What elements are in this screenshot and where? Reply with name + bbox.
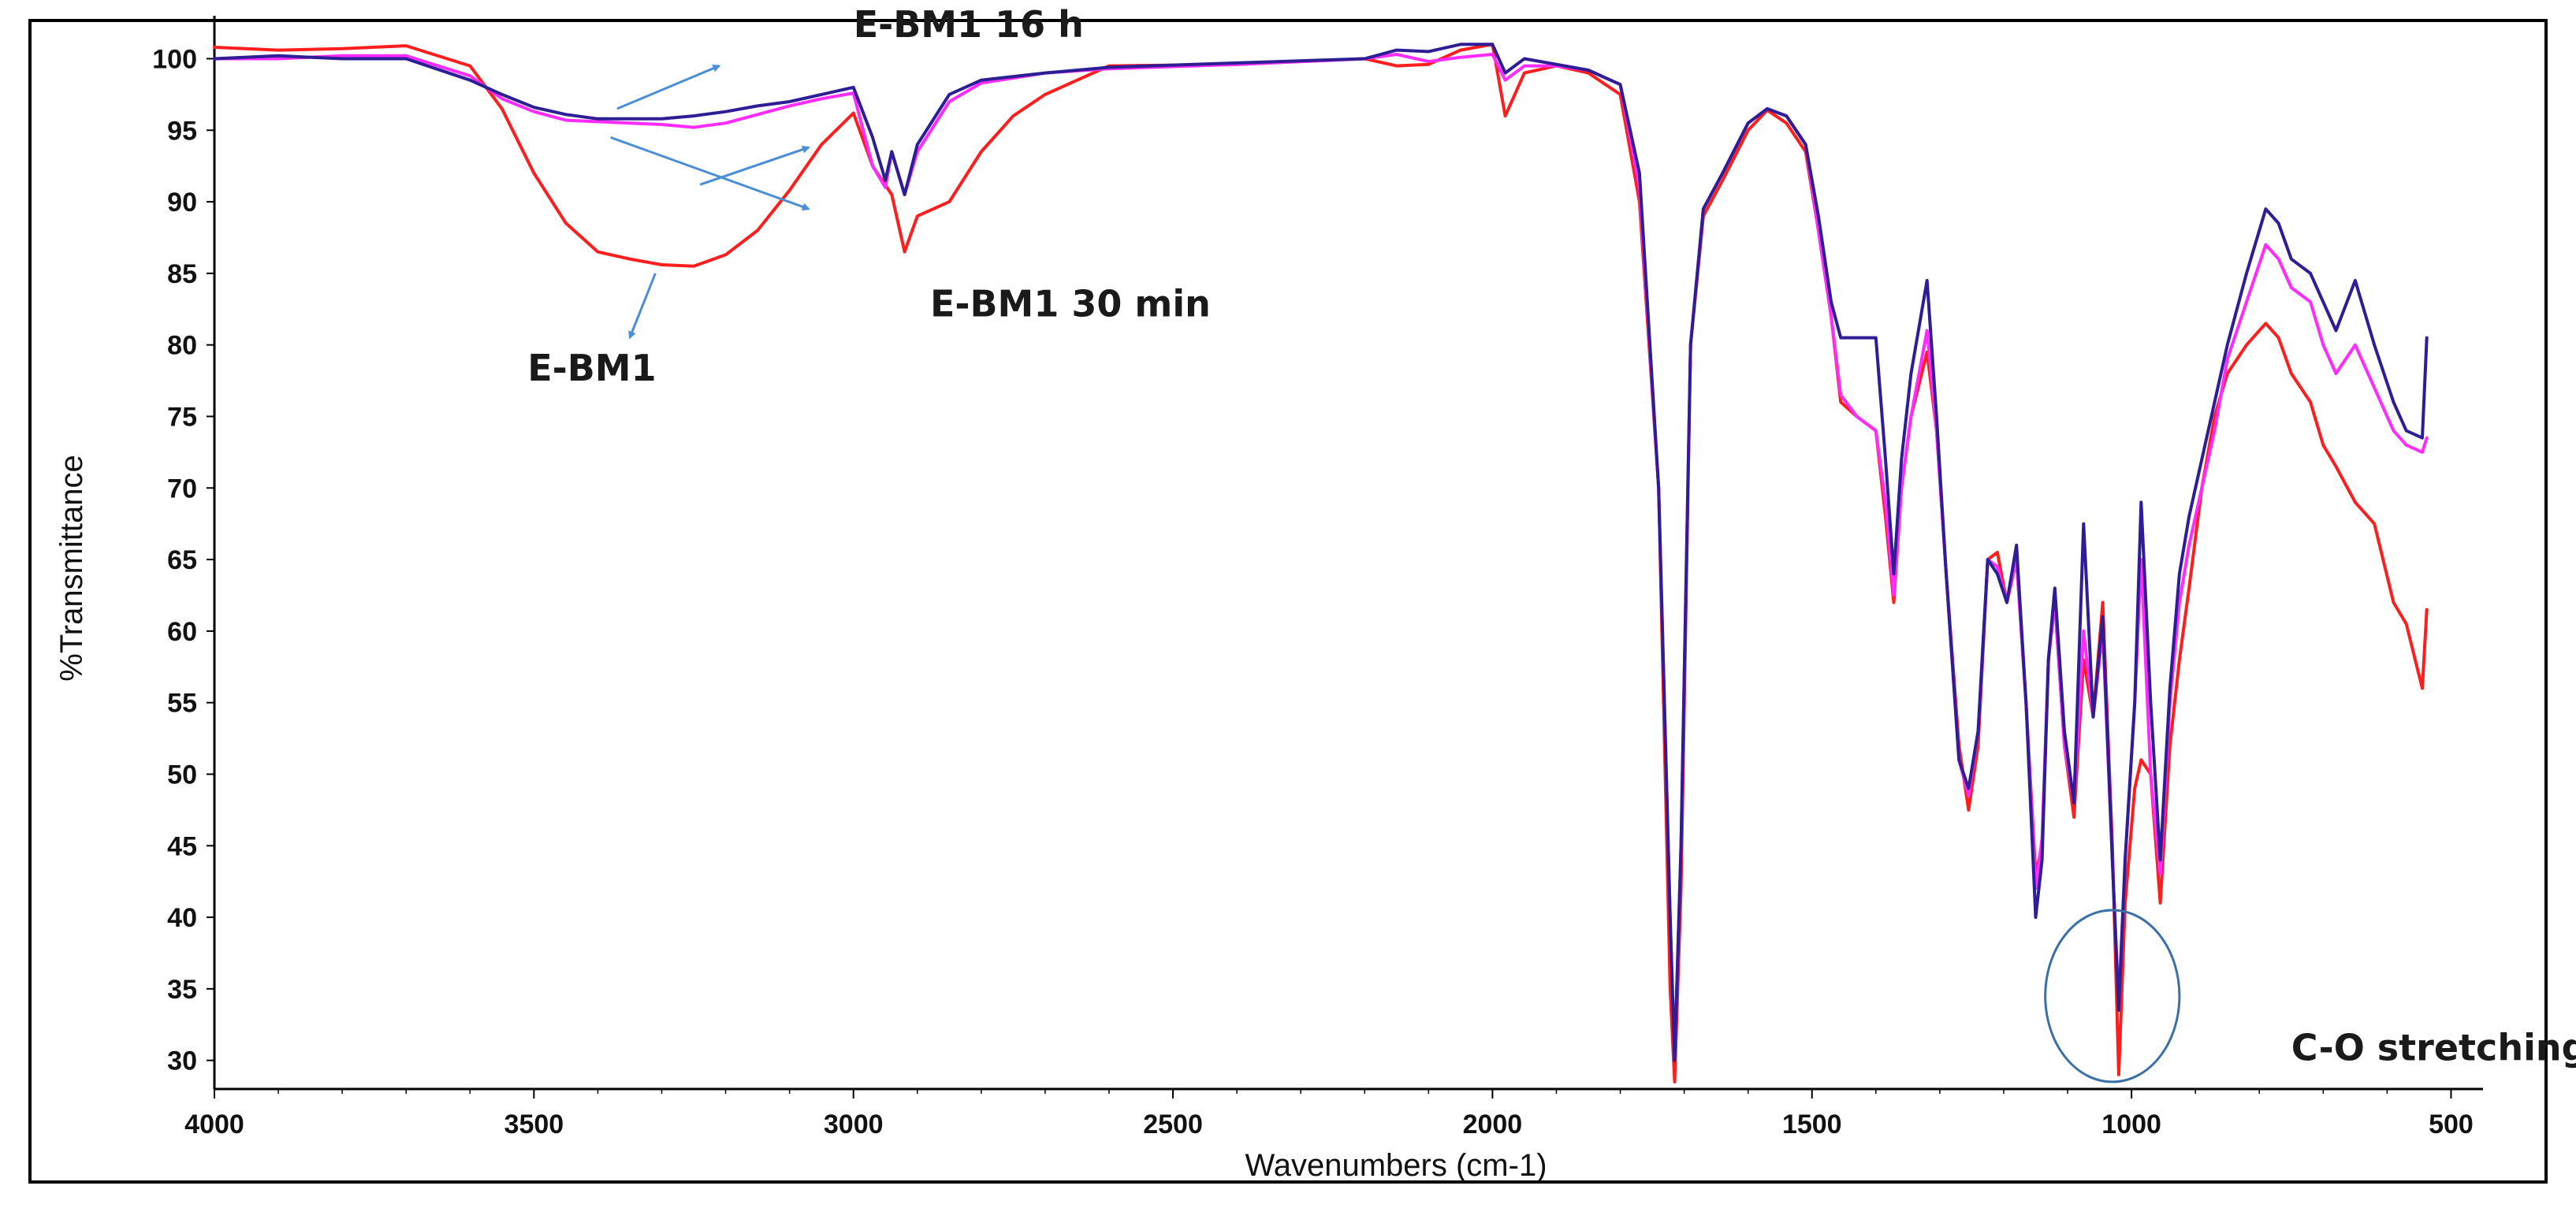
y-tick-label: 40 (167, 903, 197, 933)
chart-frame (28, 19, 2548, 1184)
y-tick-label: 70 (167, 474, 197, 504)
series-line-1 (213, 53, 2429, 1062)
axes: 30 35 40 45 50 55 60 65 70 75 80 85 90 95 100 4000 3500 3… (152, 16, 2483, 1139)
x-tick-label: 3000 (824, 1110, 884, 1139)
annotation-label: E-BM1 16 h (854, 3, 1084, 46)
y-tick-label: 85 (167, 259, 197, 289)
y-tick-label: 100 (152, 44, 197, 74)
y-tick-label: 90 (167, 188, 197, 217)
x-axis-title: Wavenumbers (cm-1) (1245, 1148, 1547, 1183)
x-tick-label: 1500 (1782, 1110, 1842, 1139)
y-tick-label: 65 (167, 545, 197, 575)
series-line-0 (213, 43, 2429, 1083)
y-tick-label: 55 (167, 689, 197, 719)
y-axis-title: %Transmittance (54, 455, 89, 682)
y-tick-label: 35 (167, 975, 197, 1005)
x-tick-label: 2000 (1463, 1110, 1523, 1139)
annotation-arrow (628, 273, 657, 340)
annotation-arrow (616, 65, 721, 110)
y-tick-label: 60 (167, 617, 197, 647)
annotation-label: E-BM1 30 min (930, 282, 1211, 325)
series-lines (213, 43, 2429, 1083)
annotation-label: E-BM1 (527, 347, 656, 389)
y-tick-label: 75 (167, 402, 197, 432)
y-tick-label: 45 (167, 831, 197, 861)
y-tick-label: 95 (167, 116, 197, 146)
x-tick-label: 2500 (1143, 1110, 1203, 1139)
annotations: E-BM1 16 h E-BM1 30 min E-BM1 C-O stretchin… (527, 3, 2576, 1083)
annotation-arrow (610, 136, 810, 211)
x-tick-label: 3500 (504, 1110, 564, 1139)
x-tick-label: 1000 (2101, 1110, 2161, 1139)
annotation-arrow (699, 145, 810, 186)
x-tick-label: 500 (2429, 1110, 2474, 1139)
y-tick-label: 30 (167, 1046, 197, 1076)
x-tick-label: 4000 (184, 1110, 244, 1139)
y-tick-label: 50 (167, 760, 197, 790)
series-line-2 (213, 43, 2429, 1062)
co-stretching-circle (2044, 909, 2181, 1083)
annotation-label: C-O stretching (2291, 1027, 2576, 1069)
y-tick-label: 80 (167, 331, 197, 361)
